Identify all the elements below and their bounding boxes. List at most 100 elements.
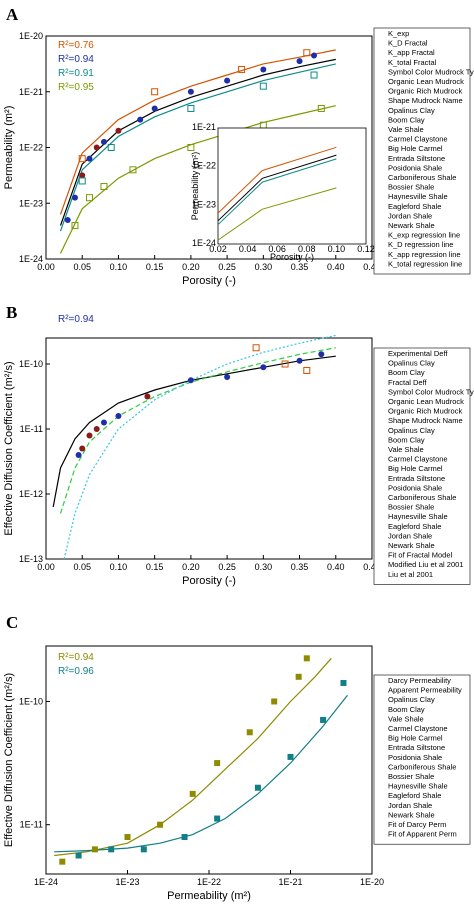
r-squared-label: R²=0.95 — [58, 82, 94, 93]
legend-entry: Symbol Color Mudrock Type — [388, 387, 474, 396]
x-tick-label: 0.15 — [146, 262, 164, 272]
data-point — [252, 344, 260, 352]
data-point — [129, 166, 137, 174]
inset-x-tick-label: 0.06 — [268, 244, 286, 254]
y-tick-label: 1E-12 — [19, 489, 43, 499]
inset-x-tick-label: 0.10 — [328, 244, 346, 254]
inset-y-tick-label: 1E-24 — [192, 238, 216, 248]
legend-entry: Carmel Claystone — [388, 135, 448, 144]
x-tick-label: 0.20 — [182, 562, 200, 572]
legend-entry: Big Hole Carmel — [388, 464, 443, 473]
legend-entry: Newark Shale — [388, 541, 435, 550]
data-point — [260, 66, 267, 73]
x-tick-label: 0.30 — [255, 262, 273, 272]
panel-C: C 1E-24 1E-23 1E-22 1E-21 1E-20 1E-11 1E-10 Perm… — [3, 613, 471, 902]
x-axis-label: Permeability (m²) — [167, 890, 251, 902]
data-point — [144, 393, 151, 400]
r-squared-label: R²=0.96 — [58, 666, 94, 677]
plot-frame — [45, 645, 373, 875]
x-tick-label: 0.00 — [37, 562, 55, 572]
x-tick-label: 0.15 — [146, 562, 164, 572]
r-squared-label: R²=0.94 — [58, 652, 94, 663]
x-tick-label: 1E-22 — [197, 877, 221, 887]
legend-entry: Newark Shale — [388, 810, 435, 819]
panel-B: B 0.00 0.05 0.10 0.15 0.20 0.25 0.30 0.35 0.40 0.4… — [3, 303, 474, 587]
data-point — [187, 144, 195, 151]
y-tick-label: 1E-22 — [19, 143, 43, 153]
inset-y-axis-label: Permeability (m²) — [190, 152, 200, 221]
legend-entry: Organic Lean Mudrock — [388, 77, 464, 86]
data-point — [93, 426, 100, 432]
legend-entry: Fit of Darcy Perm — [388, 820, 446, 829]
data-point — [187, 104, 195, 112]
data-point — [86, 155, 93, 162]
legend-entry: K_app Fractal — [388, 48, 435, 57]
data-point — [281, 360, 289, 368]
y-tick-label: 1E-10 — [19, 696, 43, 706]
legend-entry: Liu et al 2001 — [388, 570, 433, 579]
legend-entry: Fit of Fractal Model — [388, 551, 453, 560]
data-point — [71, 194, 78, 201]
x-tick-label: 0.45 — [363, 562, 381, 572]
x-tick-label: 1E-20 — [360, 877, 384, 887]
legend-entry: Eagleford Shale — [388, 202, 441, 211]
data-point — [86, 432, 93, 439]
legend-entry: Organic Rich Mudrock — [388, 87, 462, 96]
data-point — [303, 655, 310, 662]
data-point — [93, 144, 100, 151]
data-point — [85, 194, 93, 202]
x-axis-label: Porosity (-) — [182, 275, 236, 287]
inset-series-line — [217, 187, 337, 241]
legend-entry: Opalinus Clay — [388, 426, 435, 435]
series-line — [52, 355, 336, 508]
legend-entry: Haynesville Shale — [388, 782, 448, 791]
legend-entry: Symbol Color Mudrock Type — [388, 67, 474, 76]
data-point — [100, 138, 107, 145]
data-point — [189, 790, 196, 797]
x-tick-label: 0.05 — [73, 562, 91, 572]
legend-entry: Eagleford Shale — [388, 522, 441, 531]
legend-entry: K_total Fractal — [388, 58, 437, 67]
legend-entry: Experimental Deff — [388, 349, 448, 358]
legend-entry: Jordan Shale — [388, 531, 432, 540]
x-tick-label: 0.00 — [37, 262, 55, 272]
legend-entry: Opalinus Clay — [388, 695, 435, 704]
legend-entry: K_D regression line — [388, 240, 453, 249]
inset-x-tick-label: 0.04 — [239, 244, 257, 254]
data-point — [181, 834, 188, 841]
legend-entry: Posidonia Shale — [388, 163, 442, 172]
data-point — [287, 753, 294, 760]
data-point — [78, 177, 86, 185]
legend-entry: Posidonia Shale — [388, 753, 442, 762]
data-point — [108, 846, 115, 853]
inset-series-line — [217, 146, 337, 214]
legend-entry: Entrada Siltstone — [388, 474, 445, 483]
x-tick-label: 0.35 — [291, 262, 309, 272]
inset-x-axis-label: Porosity (-) — [270, 252, 314, 262]
panel-label: C — [6, 613, 18, 632]
legend-entry: Big Hole Carmel — [388, 144, 443, 153]
legend-entry: Fractal Deff — [388, 378, 428, 387]
data-point — [318, 351, 325, 358]
panel-label: B — [6, 303, 17, 322]
legend-entry: Darcy Permeability — [388, 676, 451, 685]
legend-entry: K_exp — [388, 29, 409, 38]
legend-entry: Boom Clay — [388, 435, 425, 444]
data-point — [246, 729, 253, 736]
r-squared-label: R²=0.91 — [58, 68, 94, 79]
inset-x-tick-label: 0.12 — [357, 244, 375, 254]
data-point — [214, 760, 221, 767]
data-point — [64, 216, 71, 223]
x-tick-label: 0.35 — [291, 562, 309, 572]
data-point — [317, 104, 325, 112]
legend-entry: Carboniferous Shale — [388, 493, 456, 502]
data-point — [259, 82, 267, 90]
x-tick-label: 0.45 — [363, 262, 381, 272]
data-point — [100, 183, 108, 191]
data-point — [296, 58, 303, 65]
data-point — [224, 77, 231, 84]
inset-y-tick-label: 1E-21 — [192, 122, 216, 132]
data-point — [115, 413, 122, 419]
y-tick-label: 1E-20 — [19, 31, 43, 41]
